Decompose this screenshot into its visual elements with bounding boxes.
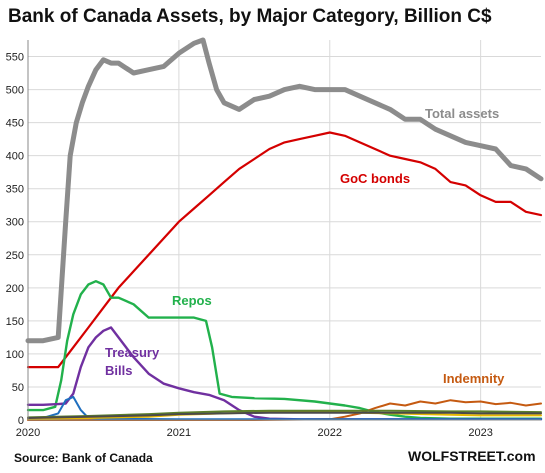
y-tick-label: 200: [6, 283, 24, 295]
y-tick-label: 100: [6, 349, 24, 361]
y-tick-label: 300: [6, 217, 24, 229]
x-tick-label: 2022: [318, 427, 342, 439]
series-line-goc-bonds: [26, 131, 543, 369]
series-line-minor-5: [27, 395, 542, 421]
brand-logo: WOLFSTREET.com: [408, 448, 536, 464]
series-line-minor-7: [27, 409, 542, 419]
x-tick-label: 2021: [167, 427, 191, 439]
y-tick-label: 150: [6, 316, 24, 328]
series-lines: [25, 37, 544, 421]
y-tick-label: 450: [6, 118, 24, 130]
series-label: Treasury: [105, 345, 160, 360]
series-line-repos: [26, 280, 543, 420]
y-tick-label: 550: [6, 52, 24, 64]
y-tick-label: 250: [6, 250, 24, 262]
series-label: Indemnity: [443, 371, 505, 386]
axes: 0 50 100 150 200 250 300 350 400 450 500 550 2020 202…: [6, 40, 541, 439]
series-label: Repos: [172, 293, 212, 308]
series-labels: Total assets GoC bonds Repos Treasury Bills I…: [105, 106, 505, 386]
x-tick-label: 2023: [468, 427, 492, 439]
series-label: Bills: [105, 363, 132, 378]
y-tick-label: 0: [18, 415, 24, 427]
series-line-minor-8: [27, 411, 542, 419]
series-label: GoC bonds: [340, 171, 410, 186]
x-tick-label: 2020: [16, 427, 40, 439]
y-tick-label: 50: [12, 382, 24, 394]
series-label: Total assets: [425, 106, 499, 121]
y-tick-label: 500: [6, 85, 24, 97]
y-tick-label: 350: [6, 184, 24, 196]
series-line-total-assets: [25, 37, 544, 344]
y-tick-label: 400: [6, 151, 24, 163]
chart-title: Bank of Canada Assets, by Major Category…: [8, 6, 492, 27]
source-note: Source: Bank of Canada: [14, 451, 153, 465]
